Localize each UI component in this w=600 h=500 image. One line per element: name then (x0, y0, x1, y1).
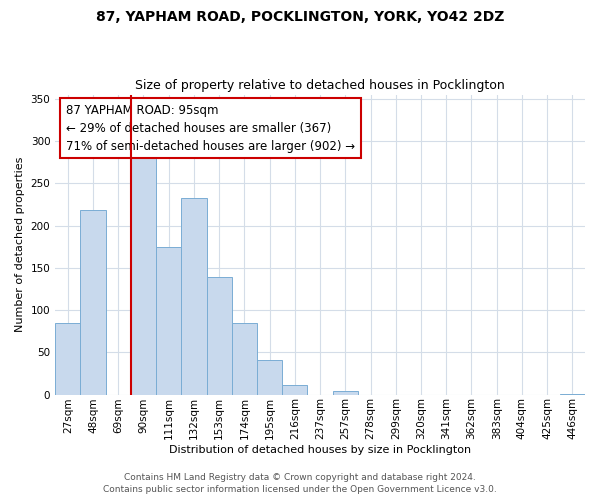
Bar (80, 210, 106, 394)
Bar (332, 391, 358, 394)
Bar (282, 385, 307, 394)
Bar (206, 277, 232, 394)
Text: Contains HM Land Registry data © Crown copyright and database right 2024.: Contains HM Land Registry data © Crown c… (124, 474, 476, 482)
X-axis label: Distribution of detached houses by size in Pocklington: Distribution of detached houses by size … (169, 445, 471, 455)
Text: Contains public sector information licensed under the Open Government Licence v3: Contains public sector information licen… (103, 485, 497, 494)
Bar (257, 360, 282, 394)
Bar (131, 156, 156, 394)
Bar (55, 322, 80, 394)
Y-axis label: Number of detached properties: Number of detached properties (15, 157, 25, 332)
Bar (181, 198, 206, 394)
Title: Size of property relative to detached houses in Pocklington: Size of property relative to detached ho… (135, 79, 505, 92)
Bar (232, 322, 257, 394)
Text: 87 YAPHAM ROAD: 95sqm
← 29% of detached houses are smaller (367)
71% of semi-det: 87 YAPHAM ROAD: 95sqm ← 29% of detached … (66, 104, 355, 152)
Bar (156, 246, 181, 394)
Text: 87, YAPHAM ROAD, POCKLINGTON, YORK, YO42 2DZ: 87, YAPHAM ROAD, POCKLINGTON, YORK, YO42… (96, 10, 504, 24)
